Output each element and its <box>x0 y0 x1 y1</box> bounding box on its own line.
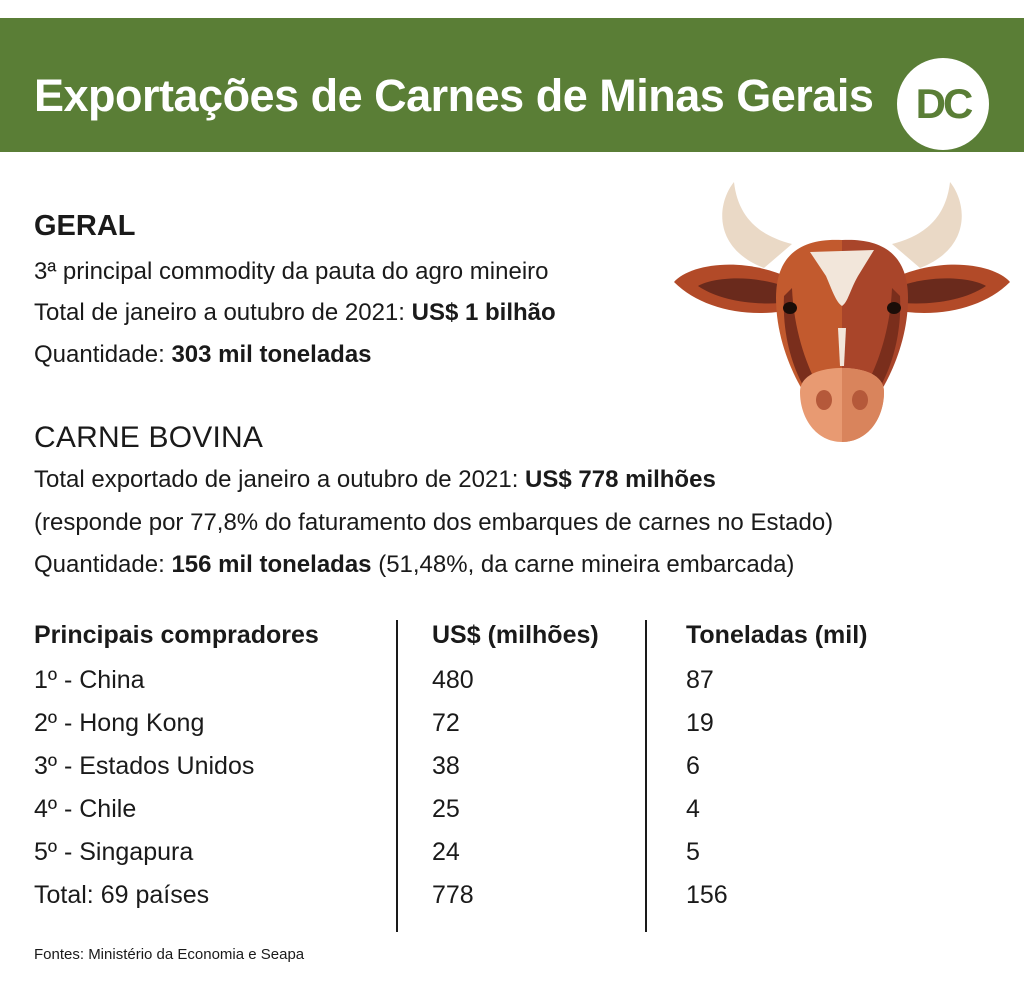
table-cell-buyer: 2º - Hong Kong <box>34 709 205 737</box>
bovina-total-value: US$ 778 milhões <box>525 466 716 493</box>
table-cell-usd: 24 <box>432 838 460 866</box>
table-cell-buyer: 5º - Singapura <box>34 838 194 866</box>
bovina-line-2: (responde por 77,8% do faturamento dos e… <box>34 509 834 536</box>
table-cell-tonnes: 6 <box>686 752 700 780</box>
section-heading-carne-bovina: CARNE BOVINA <box>34 421 264 454</box>
cow-head-icon <box>674 182 1010 442</box>
bovina-quantity-value: 156 mil toneladas <box>171 551 372 578</box>
geral-quantity-value: 303 mil toneladas <box>171 341 372 368</box>
source-note: Fontes: Ministério da Economia e Seapa <box>34 946 305 963</box>
table-cell-tonnes: 156 <box>686 881 728 909</box>
table-cell-tonnes: 4 <box>686 795 700 823</box>
logo-text: DC <box>915 80 974 127</box>
geral-line-1: 3ª principal commodity da pauta do agro … <box>34 258 549 285</box>
table-cell-buyer: 3º - Estados Unidos <box>34 752 255 780</box>
bovina-line-1-label: Total exportado de janeiro a outubro de … <box>34 466 526 493</box>
column-divider <box>645 620 647 932</box>
geral-line-2: Total de janeiro a outubro de 2021: US$ … <box>34 299 556 327</box>
table-cell-usd: 72 <box>432 709 460 737</box>
column-header-usd: US$ (milhões) <box>432 621 599 649</box>
column-header-buyers: Principais compradores <box>34 621 319 649</box>
geral-total-value: US$ 1 bilhão <box>411 299 556 326</box>
table-cell-usd: 480 <box>432 666 474 694</box>
buyers-column: Principais compradores 1º - China 2º - H… <box>34 620 319 923</box>
page-title: Exportações de Carnes de Minas Gerais <box>34 70 874 121</box>
table-cell-buyer: Total: 69 países <box>34 881 210 909</box>
table-cell-buyer: 4º - Chile <box>34 795 137 823</box>
table-cell-usd: 778 <box>432 881 474 909</box>
geral-line-3: Quantidade: 303 mil toneladas <box>34 341 372 369</box>
column-header-tonnes: Toneladas (mil) <box>686 621 868 649</box>
table-cell-tonnes: 87 <box>686 666 714 694</box>
table-cell-tonnes: 19 <box>686 709 714 737</box>
bovina-line-1: Total exportado de janeiro a outubro de … <box>34 466 716 494</box>
header-bar: Exportações de Carnes de Minas Gerais DC <box>0 18 1024 152</box>
dc-logo: DC <box>897 58 989 150</box>
bovina-line-3-note: (51,48%, da carne mineira embarcada) <box>371 551 795 578</box>
table-cell-usd: 25 <box>432 795 460 823</box>
table-cell-buyer: 1º - China <box>34 666 145 694</box>
geral-line-3-label: Quantidade: <box>34 341 172 368</box>
section-heading-geral: GERAL <box>34 210 136 242</box>
column-divider <box>396 620 398 932</box>
usd-column: US$ (milhões) 480 72 38 25 24 778 <box>432 620 599 923</box>
table-cell-tonnes: 5 <box>686 838 700 866</box>
bovina-line-3-label: Quantidade: <box>34 551 172 578</box>
geral-line-2-label: Total de janeiro a outubro de 2021: <box>34 299 412 326</box>
tonnes-column: Toneladas (mil) 87 19 6 4 5 156 <box>686 620 868 923</box>
bovina-line-3: Quantidade: 156 mil toneladas (51,48%, d… <box>34 551 794 579</box>
table-cell-usd: 38 <box>432 752 460 780</box>
